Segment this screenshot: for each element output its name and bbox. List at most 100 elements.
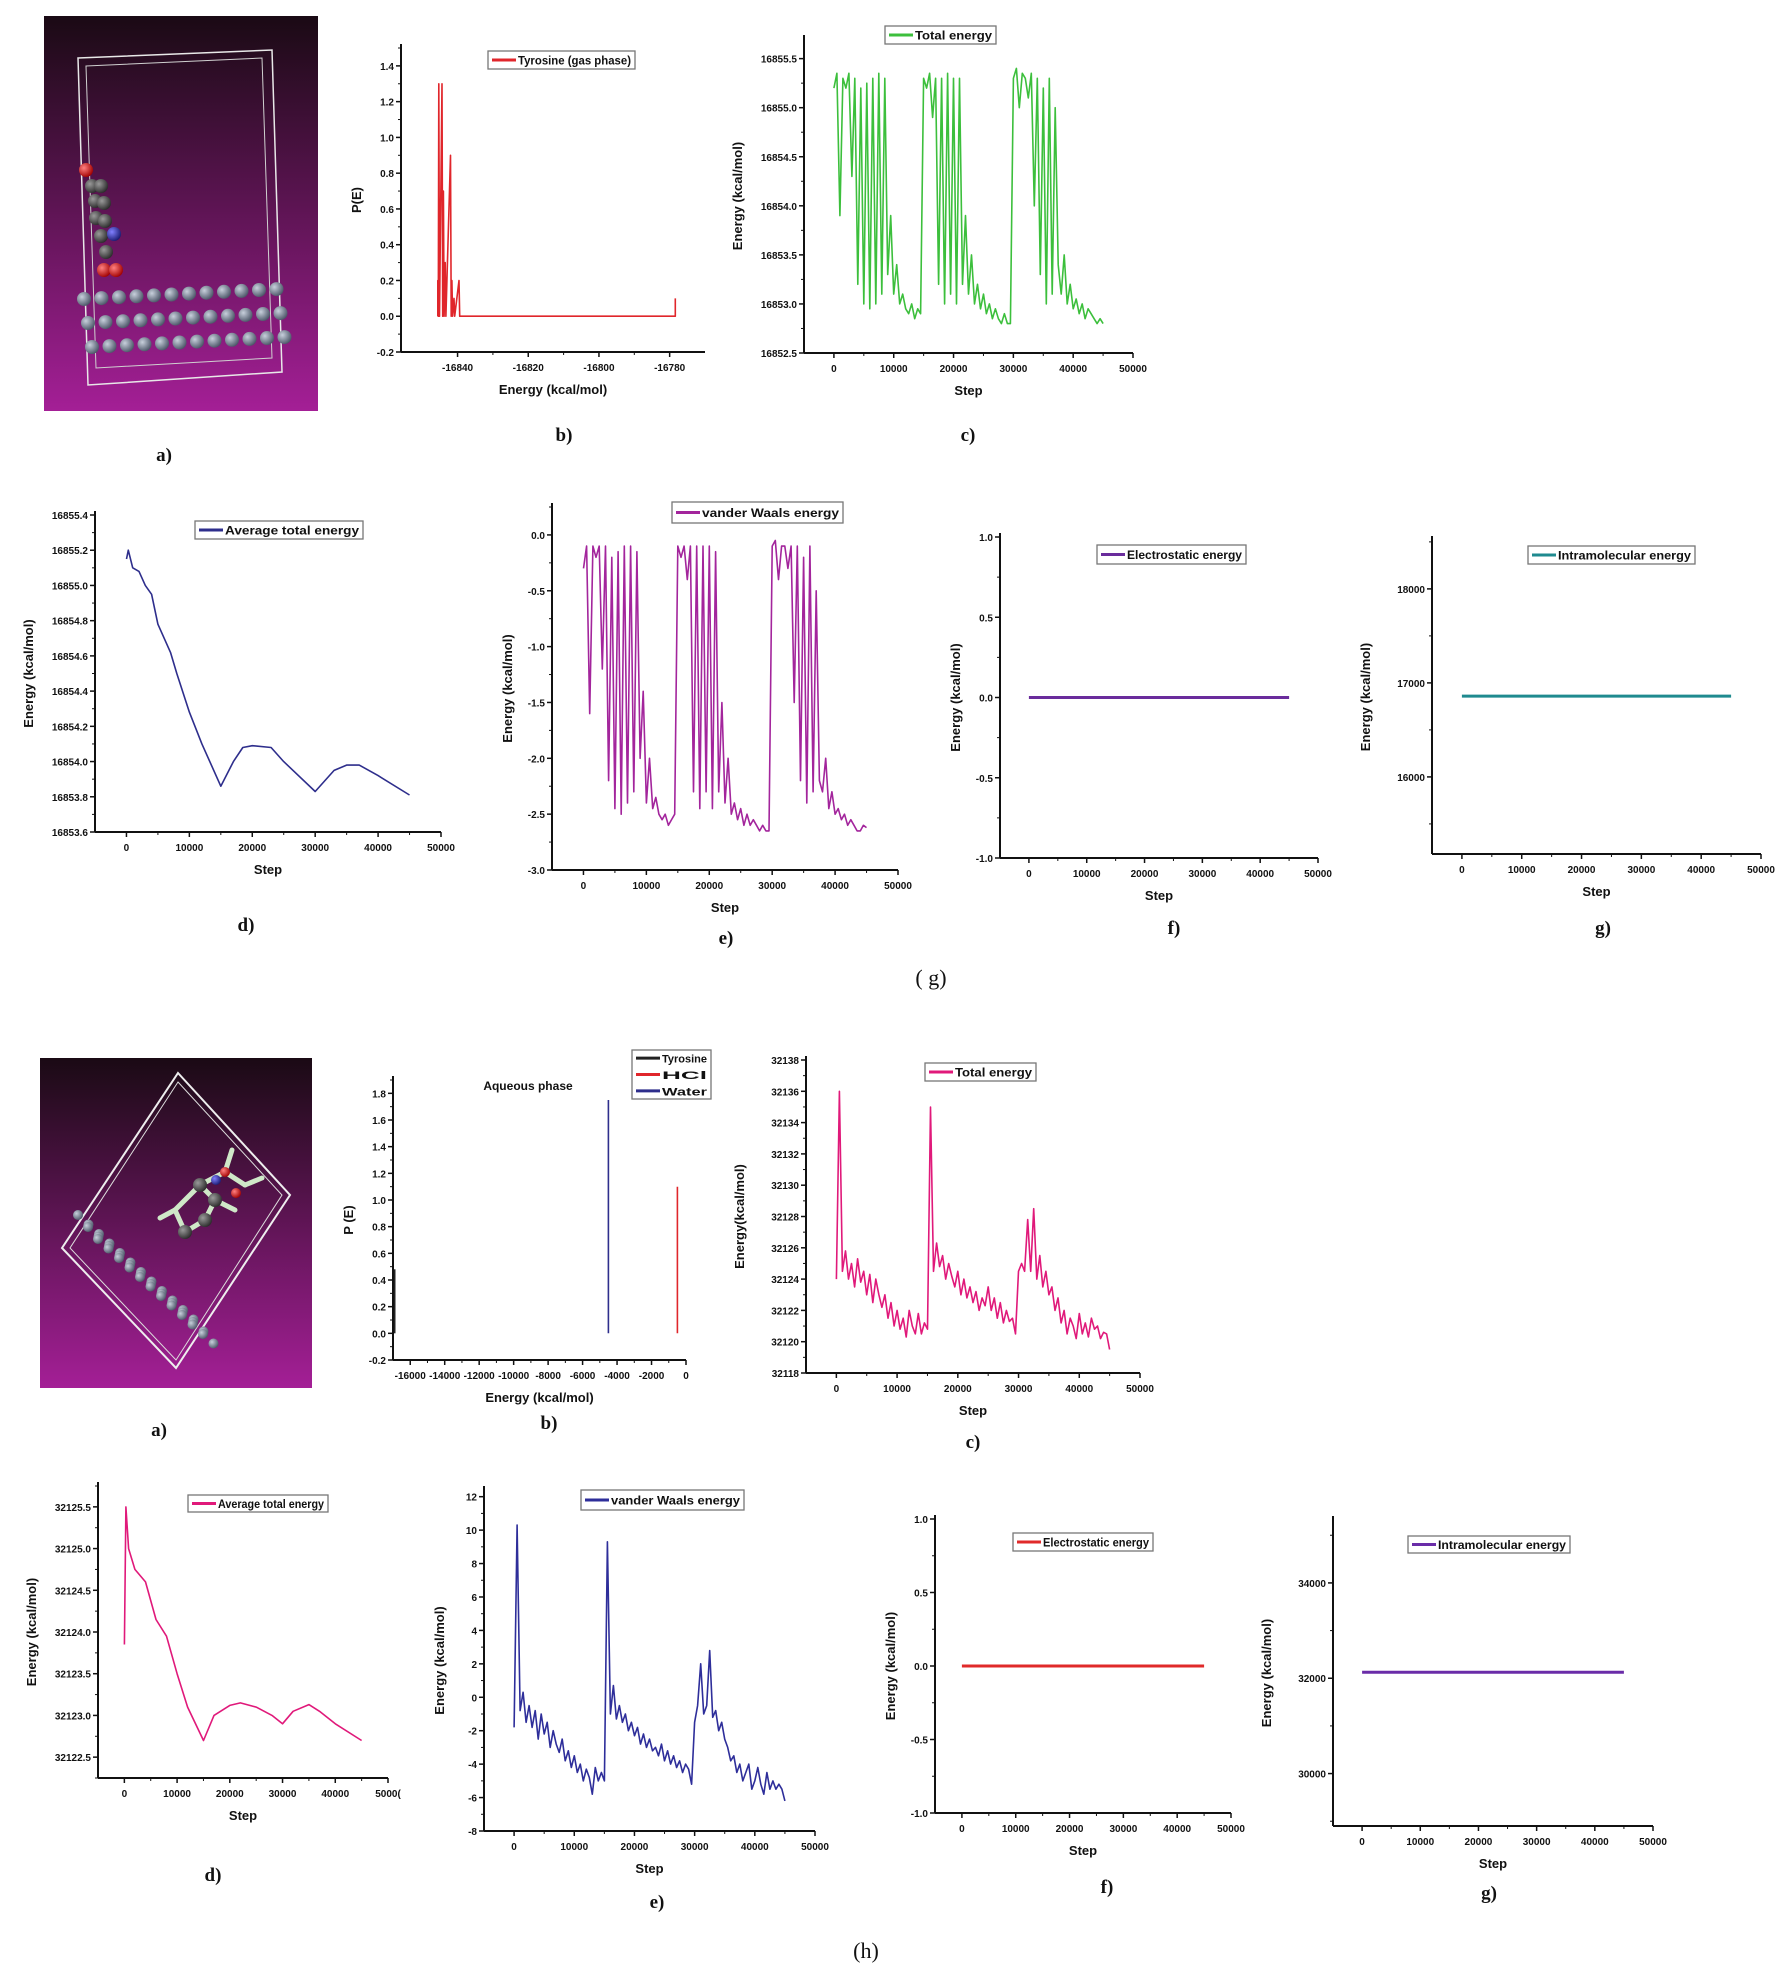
y-tick-label: 0.4 <box>372 1276 386 1287</box>
x-tick-label: 50000 <box>427 843 455 854</box>
x-tick-label: 50000 <box>1217 1824 1245 1835</box>
y-tick-label: -2.0 <box>528 754 546 765</box>
y-tick-label: 0.0 <box>531 531 545 542</box>
y-tick-label: 16855.0 <box>761 104 798 115</box>
x-tick-label: -4000 <box>604 1371 630 1382</box>
y-tick-label: 32126 <box>771 1244 799 1255</box>
surface-atom <box>252 283 266 297</box>
series-line-average-total-energy <box>123 1506 363 1742</box>
simulation-box-outline-inner <box>85 57 273 369</box>
surface-atom <box>186 310 200 325</box>
y-tick-label: 1.2 <box>372 1169 386 1180</box>
y-tick-label: 16855.4 <box>52 511 89 522</box>
molecule-image-aqueous-phase <box>40 1058 312 1388</box>
y-tick-label: 16854.8 <box>52 617 89 628</box>
surface-atom <box>256 307 270 321</box>
x-tick-label: 10000 <box>1073 869 1101 880</box>
x-tick-label: 30000 <box>1188 869 1216 880</box>
x-tick-label: 50000 <box>1304 869 1332 880</box>
molecule-atom <box>97 196 111 210</box>
y-tick-label: 12 <box>466 1493 478 1504</box>
y-axis-label: Energy (kcal/mol) <box>432 1606 447 1714</box>
legend-box <box>1527 545 1696 565</box>
panel-label-h-d: d) <box>204 1865 222 1886</box>
x-tick-label: 0 <box>122 1789 128 1800</box>
y-tick-label: -6 <box>468 1794 477 1805</box>
legend-box <box>194 520 364 540</box>
x-tick-label: -14000 <box>429 1371 461 1382</box>
molecule-atom <box>109 263 123 277</box>
surface-atom <box>120 338 134 353</box>
y-tick-label: -1.0 <box>976 854 994 865</box>
molecule-atom <box>208 1193 222 1207</box>
x-tick-label: 5000( <box>375 1789 401 1800</box>
x-tick-label: 40000 <box>1059 364 1087 375</box>
chart-0: -16840 -16820 -16800 -16780 -0.2 0.0 0.2 0.4 0.6… <box>349 44 705 397</box>
y-tick-label: -2.5 <box>528 810 546 821</box>
x-axis-label: Step <box>1479 1856 1507 1871</box>
y-tick-label: 32124.5 <box>55 1586 92 1597</box>
y-tick-label: 32000 <box>1298 1674 1326 1685</box>
x-tick-label: 0 <box>831 364 837 375</box>
x-tick-label: 50000 <box>801 1842 829 1853</box>
y-tick-label: 0.0 <box>372 1329 386 1340</box>
x-tick-label: 30000 <box>269 1789 297 1800</box>
x-axis-label: Step <box>635 1861 663 1876</box>
surface-atom <box>221 308 235 323</box>
legend: vander Waals energy <box>580 1489 745 1511</box>
y-tick-label: 4 <box>471 1626 477 1637</box>
y-tick-label: 1.4 <box>380 62 394 73</box>
x-tick-label: -16820 <box>513 363 545 374</box>
molecule-bond <box>157 1207 178 1221</box>
molecule-atom <box>193 1178 207 1192</box>
surface-atom <box>103 1243 114 1254</box>
legend-label: vander Waals energy <box>611 1494 740 1508</box>
x-tick-label: 20000 <box>216 1789 244 1800</box>
series-line-vander-waals-energy <box>513 1524 786 1802</box>
y-tick-label: 0.5 <box>914 1589 928 1600</box>
y-tick-label: 0.6 <box>372 1249 386 1260</box>
legend-box <box>671 501 844 524</box>
panel-label-h-c: c) <box>965 1432 981 1453</box>
surface-atom <box>164 287 179 302</box>
y-tick-label: 32118 <box>772 1369 800 1380</box>
y-tick-label: 16852.5 <box>761 349 798 360</box>
surface-atom <box>94 291 109 306</box>
x-tick-label: -8000 <box>535 1371 561 1382</box>
surface-atom <box>98 315 113 330</box>
caption-g: ( g) <box>915 965 947 990</box>
surface-atom <box>85 340 99 354</box>
y-tick-label: 32122 <box>771 1306 799 1317</box>
legend-label: Intramolecular energy <box>1438 1538 1566 1552</box>
surface-atom <box>129 289 144 304</box>
legend-box <box>924 1062 1037 1082</box>
x-axis-label: Step <box>959 1403 987 1418</box>
y-tick-label: 32125.0 <box>55 1545 92 1556</box>
surface-atom <box>238 307 253 322</box>
y-tick-label: 0.0 <box>914 1662 928 1673</box>
y-tick-label: 32132 <box>771 1150 799 1161</box>
x-tick-label: 10000 <box>883 1384 911 1395</box>
chart-11: 0 10000 20000 30000 40000 50000 30000 32000 3400… <box>1259 1516 1667 1871</box>
legend-label: Average total energy <box>225 524 359 538</box>
surface-atom <box>166 1300 177 1311</box>
y-tick-label: -1.5 <box>528 698 546 709</box>
panel-label-h-b: b) <box>540 1413 558 1434</box>
surface-atom <box>277 330 292 345</box>
y-tick-label: 16855.2 <box>52 546 89 557</box>
y-tick-label: 32123.5 <box>55 1670 92 1681</box>
y-tick-label: 0.0 <box>380 312 394 323</box>
surface-atom <box>156 1291 166 1301</box>
x-tick-label: 0 <box>1026 869 1032 880</box>
y-tick-label: 0.4 <box>380 241 394 252</box>
legend: vander Waals energy <box>671 501 844 524</box>
y-axis-label: Energy(kcal/mol) <box>732 1164 747 1269</box>
x-tick-label: 30000 <box>301 843 329 854</box>
y-tick-label: 16854.4 <box>52 687 89 698</box>
molecule-atom <box>98 214 112 228</box>
x-tick-label: -16000 <box>395 1371 427 1382</box>
x-tick-label: 20000 <box>944 1384 972 1395</box>
panel-label-g-c: c) <box>960 425 976 446</box>
legend: Intramolecular energy <box>1527 545 1696 565</box>
